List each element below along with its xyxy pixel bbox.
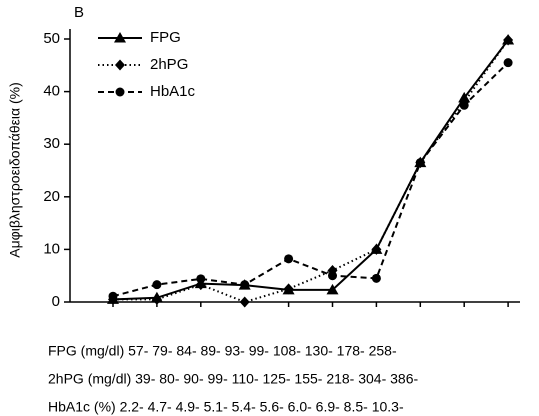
point [151, 293, 162, 305]
point [459, 100, 469, 110]
point [371, 273, 381, 283]
point [503, 34, 514, 46]
series-line [113, 39, 509, 304]
point [284, 254, 294, 264]
series-line [112, 39, 509, 301]
point [196, 274, 206, 284]
point [240, 280, 250, 290]
legend-marker [115, 59, 125, 71]
point [371, 243, 382, 255]
panel-label: B [74, 4, 84, 21]
point [503, 58, 513, 68]
point [283, 283, 294, 295]
x-label-row: FPG (mg/dl) 57- 79- 84- 89- 93- 99- 108-… [48, 343, 397, 359]
series-line [112, 61, 509, 298]
x-label-row: 2hPG (mg/dl) 39- 80- 90- 99- 110- 125- 1… [48, 371, 419, 387]
point [239, 296, 250, 308]
y-tick-label: 0 [52, 293, 60, 310]
legend-marker [115, 87, 125, 97]
y-tick-label: 30 [43, 135, 60, 152]
point [326, 283, 339, 295]
point [328, 271, 337, 281]
y-tick-label: 20 [43, 188, 60, 205]
y-tick-label: 50 [43, 30, 60, 47]
legend-marker [114, 32, 126, 43]
point [108, 291, 118, 301]
legend-label: HbA1c [150, 83, 196, 100]
y-tick-label: 40 [43, 83, 60, 100]
legend-label: FPG [150, 29, 181, 46]
point [415, 158, 425, 168]
y-tick-label: 10 [43, 240, 60, 257]
point [152, 280, 162, 290]
x-label-row: HbA1c (%) 2.2- 4.7- 4.9- 5.1- 5.4- 5.6- … [48, 399, 404, 415]
y-axis-label: Αμφιβληστροειδοπάθεια (%) [7, 82, 23, 258]
legend-label: 2hPG [150, 56, 188, 73]
